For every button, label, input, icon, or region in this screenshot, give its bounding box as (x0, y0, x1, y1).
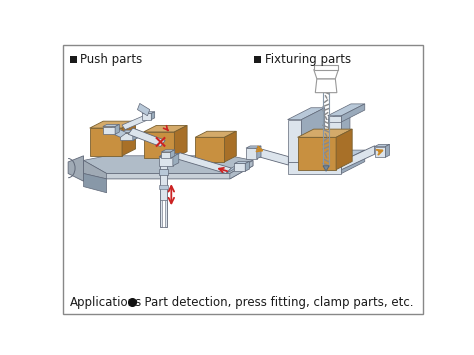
Polygon shape (90, 128, 122, 156)
Polygon shape (90, 121, 136, 128)
Polygon shape (288, 120, 301, 162)
Bar (255, 56, 261, 62)
Polygon shape (174, 153, 231, 174)
Polygon shape (103, 124, 119, 126)
Polygon shape (298, 137, 336, 170)
Polygon shape (235, 164, 245, 171)
Polygon shape (328, 116, 341, 122)
Polygon shape (68, 156, 83, 181)
Polygon shape (83, 160, 253, 179)
Polygon shape (341, 115, 350, 162)
Bar (160, 170, 167, 201)
Bar (160, 155, 167, 169)
Polygon shape (328, 115, 350, 120)
Text: Applications: Applications (70, 296, 142, 308)
Polygon shape (230, 160, 253, 179)
Polygon shape (336, 129, 352, 170)
Polygon shape (161, 150, 175, 152)
Polygon shape (107, 126, 127, 137)
Polygon shape (144, 125, 187, 132)
Polygon shape (298, 129, 352, 137)
Polygon shape (246, 148, 257, 159)
Polygon shape (159, 154, 179, 157)
Polygon shape (122, 121, 136, 156)
Polygon shape (255, 147, 288, 165)
Polygon shape (328, 120, 341, 162)
Polygon shape (385, 144, 390, 157)
Polygon shape (195, 137, 225, 162)
Polygon shape (288, 162, 341, 174)
Polygon shape (288, 108, 325, 120)
Bar (159, 169, 168, 175)
Polygon shape (159, 157, 173, 166)
Polygon shape (122, 116, 146, 130)
Polygon shape (257, 146, 261, 159)
Polygon shape (323, 166, 329, 171)
Polygon shape (103, 126, 115, 134)
Polygon shape (83, 156, 253, 174)
Polygon shape (226, 164, 238, 174)
Polygon shape (341, 104, 365, 122)
Polygon shape (120, 130, 138, 133)
Polygon shape (115, 124, 119, 134)
Polygon shape (246, 146, 261, 148)
Text: Part detection, press fitting, clamp parts, etc.: Part detection, press fitting, clamp par… (137, 296, 414, 308)
Polygon shape (315, 79, 337, 93)
Polygon shape (341, 146, 374, 170)
Polygon shape (195, 131, 237, 137)
Polygon shape (160, 166, 167, 228)
Polygon shape (83, 160, 107, 179)
Polygon shape (137, 103, 150, 116)
Polygon shape (173, 154, 179, 166)
Polygon shape (341, 150, 365, 174)
Polygon shape (301, 158, 336, 162)
Polygon shape (83, 174, 107, 193)
Polygon shape (314, 70, 338, 79)
Polygon shape (328, 104, 365, 116)
Polygon shape (161, 152, 171, 158)
Polygon shape (142, 114, 151, 120)
Text: Fixturing parts: Fixturing parts (265, 53, 351, 66)
Polygon shape (120, 133, 133, 140)
Polygon shape (171, 150, 175, 158)
Polygon shape (162, 201, 165, 228)
Polygon shape (288, 150, 365, 162)
Bar (323, 89, 329, 166)
Polygon shape (374, 147, 385, 157)
Polygon shape (245, 161, 249, 171)
Polygon shape (374, 144, 390, 147)
Polygon shape (128, 128, 165, 147)
Polygon shape (174, 125, 187, 158)
Bar (70, 56, 77, 62)
Polygon shape (225, 131, 237, 162)
Polygon shape (151, 112, 155, 120)
Text: Push parts: Push parts (81, 53, 143, 66)
Polygon shape (235, 161, 249, 164)
Bar (314, 65, 338, 70)
Polygon shape (142, 112, 155, 114)
Polygon shape (301, 108, 325, 162)
Bar (159, 185, 168, 189)
Polygon shape (144, 132, 174, 158)
Polygon shape (133, 130, 138, 140)
